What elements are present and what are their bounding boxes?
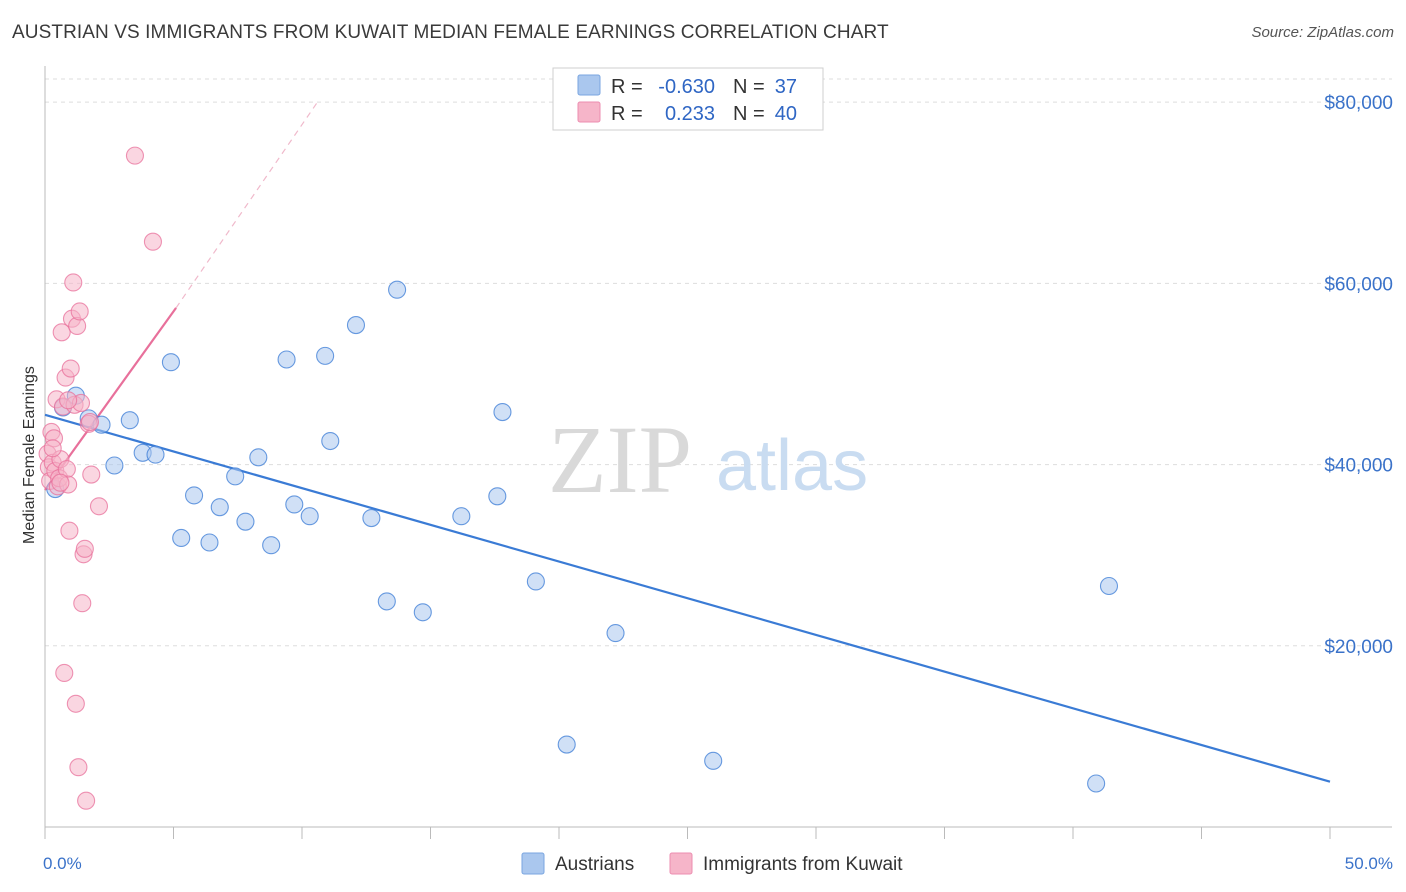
kuwait-point-36	[143, 232, 162, 251]
austrians-point-29	[488, 487, 507, 506]
austrians-point-35	[1087, 774, 1106, 793]
austrians-point-20	[300, 507, 319, 526]
austrians-point-13	[210, 498, 229, 517]
kuwait-point-17	[60, 521, 79, 540]
stats-n-austrians: 37	[775, 76, 797, 98]
austrians-point-6	[120, 411, 139, 430]
kuwait-point-32	[80, 412, 100, 432]
legend: Austrians Immigrants from Kuwait	[521, 852, 903, 875]
kuwait-point-30	[77, 791, 96, 810]
kuwait-point-33	[82, 465, 101, 484]
grid-lines	[45, 78, 1392, 647]
stats-r-label-kuwait: R =	[611, 103, 643, 125]
austrians-point-26	[388, 280, 407, 299]
austrians-point-18	[277, 350, 296, 369]
trend-line-0	[44, 413, 1331, 783]
data-points	[38, 146, 1119, 810]
kuwait-point-22	[66, 694, 85, 713]
x-tick-label-1: 50.0%	[1345, 854, 1393, 873]
y-tick-label-2: $60,000	[1324, 274, 1393, 295]
y-tick-label-0: $20,000	[1324, 637, 1393, 658]
austrians-point-24	[362, 508, 381, 528]
chart-source: Source: ZipAtlas.com	[1251, 24, 1394, 41]
kuwait-point-38	[59, 391, 78, 410]
kuwait-point-18	[61, 359, 80, 378]
kuwait-point-20	[64, 273, 83, 292]
stats-box: R = -0.630 N = 37 R = 0.233 N = 40	[552, 67, 824, 131]
austrians-point-21	[316, 346, 335, 365]
y-tick-label-1: $40,000	[1324, 456, 1393, 477]
kuwait-point-37	[51, 473, 70, 492]
watermark: ZIP atlas	[548, 406, 868, 513]
legend-label-austrians: Austrians	[555, 854, 634, 875]
austrians-point-22	[321, 431, 340, 451]
stats-r-kuwait: 0.233	[665, 103, 715, 125]
stats-n-label-kuwait: N =	[733, 103, 765, 125]
kuwait-point-34	[89, 497, 109, 516]
austrians-point-11	[185, 486, 204, 505]
kuwait-point-25	[70, 302, 89, 321]
y-tick-labels: $20,000 $40,000 $60,000 $80,000	[1324, 93, 1393, 658]
stats-n-kuwait: 40	[775, 103, 797, 125]
stats-r-label-austrians: R =	[611, 76, 643, 98]
austrians-point-33	[606, 624, 625, 643]
x-tick-label-0: 0.0%	[43, 854, 82, 873]
kuwait-point-39	[43, 439, 62, 458]
x-tick-labels: 0.0% 50.0%	[43, 854, 1393, 873]
austrians-point-34	[704, 751, 723, 770]
trend-line-extension-1	[175, 101, 318, 309]
stats-n-label-austrians: N =	[733, 76, 765, 98]
austrians-point-16	[249, 448, 268, 467]
kuwait-point-13	[55, 663, 74, 683]
austrians-point-27	[413, 603, 432, 622]
chart-title: AUSTRIAN VS IMMIGRANTS FROM KUWAIT MEDIA…	[12, 22, 889, 43]
austrians-point-23	[346, 316, 366, 335]
austrians-point-5	[105, 456, 124, 475]
kuwait-point-27	[73, 594, 92, 613]
austrians-point-9	[161, 353, 180, 372]
watermark-atlas: atlas	[716, 426, 868, 506]
austrians-point-25	[377, 592, 396, 611]
legend-swatch-kuwait	[669, 852, 693, 875]
austrians-point-32	[557, 735, 576, 754]
austrians-point-28	[452, 507, 471, 526]
watermark-zip: ZIP	[548, 406, 692, 513]
austrians-point-30	[493, 402, 512, 422]
kuwait-point-29	[75, 539, 94, 558]
legend-swatch-austrians	[521, 852, 545, 875]
austrians-point-17	[262, 536, 281, 555]
y-tick-label-3: $80,000	[1324, 93, 1393, 114]
austrians-point-15	[236, 512, 255, 531]
stats-swatch-kuwait	[577, 101, 601, 123]
austrians-point-10	[172, 528, 191, 548]
kuwait-point-35	[125, 146, 144, 165]
kuwait-point-11	[52, 323, 71, 342]
y-axis-label: Median Female Earnings	[21, 366, 38, 544]
austrians-point-31	[526, 572, 545, 591]
austrians-point-19	[285, 495, 304, 514]
stats-swatch-austrians	[577, 74, 601, 96]
austrians-point-14	[226, 467, 245, 486]
stats-r-austrians: -0.630	[658, 76, 715, 98]
legend-label-kuwait: Immigrants from Kuwait	[703, 854, 903, 875]
austrians-point-36	[1099, 576, 1119, 596]
kuwait-point-24	[69, 758, 88, 777]
austrians-point-8	[146, 445, 165, 464]
austrians-point-12	[200, 533, 219, 552]
